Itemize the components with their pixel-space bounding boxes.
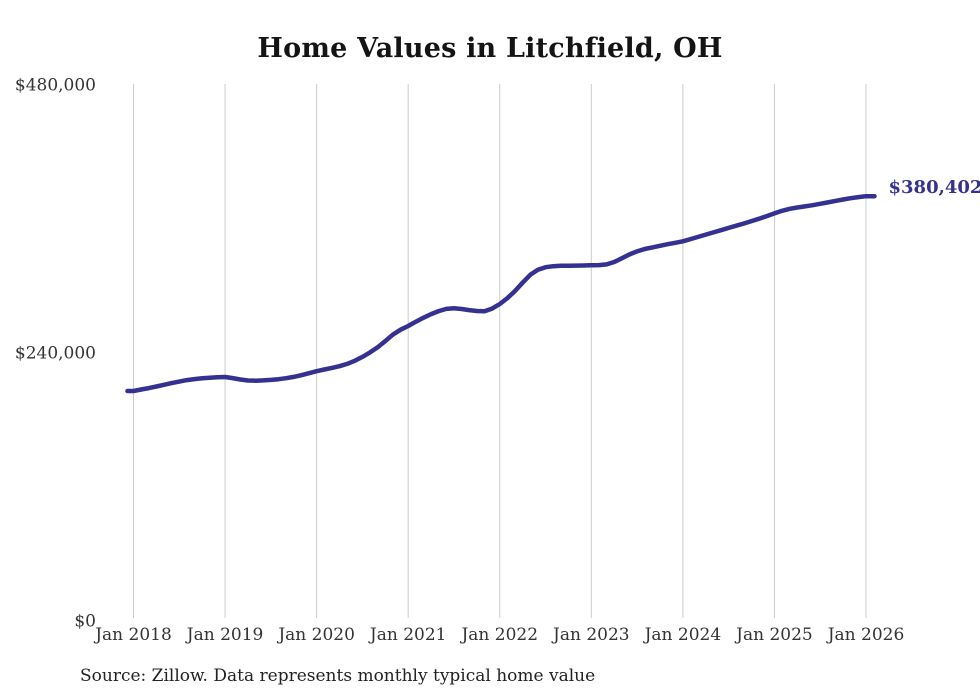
- x-tick-label: Jan 2019: [185, 625, 264, 645]
- y-tick-label: $480,000: [15, 76, 96, 96]
- x-tick-label: Jan 2020: [276, 625, 355, 645]
- x-tick-label: Jan 2023: [551, 625, 630, 645]
- x-tick-label: Jan 2022: [459, 625, 538, 645]
- y-tick-label: $240,000: [15, 344, 96, 364]
- home-value-line: [125, 193, 877, 394]
- x-tick-label: Jan 2025: [734, 625, 813, 645]
- end-value-label: $380,402: [889, 177, 980, 198]
- x-tick-label: Jan 2026: [826, 625, 905, 645]
- x-tick-label: Jan 2018: [93, 625, 172, 645]
- source-note: Source: Zillow. Data represents monthly …: [80, 666, 596, 686]
- x-tick-label: Jan 2024: [643, 625, 722, 645]
- x-tick-label: Jan 2021: [368, 625, 447, 645]
- y-tick-label: $0: [74, 612, 96, 632]
- chart-title: Home Values in Litchfield, OH: [257, 33, 723, 64]
